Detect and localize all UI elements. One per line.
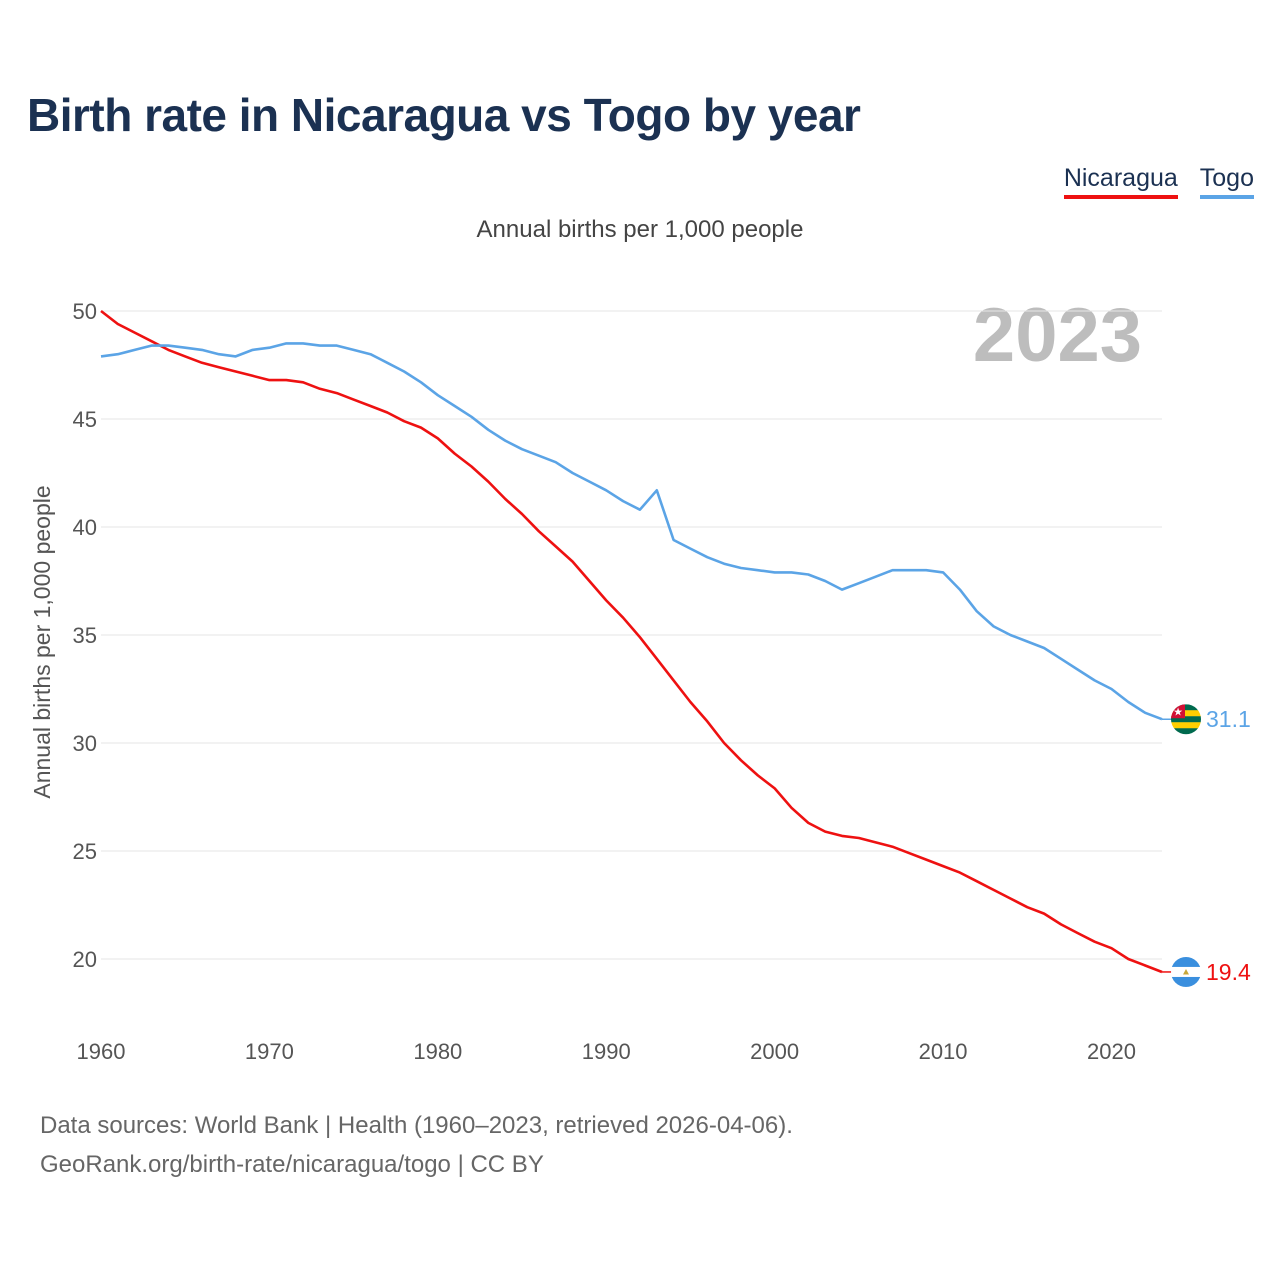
flag-stripe: [1171, 716, 1201, 723]
flag-stripe: [1171, 722, 1201, 729]
series-line-nicaragua: [100, 309, 1163, 974]
source-line-2: GeoRank.org/birth-rate/nicaragua/togo | …: [40, 1151, 544, 1178]
source-line-1: Data sources: World Bank | Health (1960–…: [40, 1112, 793, 1139]
chart-title: Birth rate in Nicaragua vs Togo by year: [27, 89, 861, 141]
end-value-label-togo: 31.1: [1206, 706, 1251, 732]
flag-stripe: [1171, 710, 1201, 717]
flag-stripe: [1171, 704, 1201, 711]
x-tick-label-2000: 2000: [750, 1039, 799, 1064]
flag-stripe-bottom: [1171, 976, 1201, 987]
chart-subtitle: Annual births per 1,000 people: [476, 216, 804, 243]
x-tick-label-2010: 2010: [919, 1039, 968, 1064]
grid-lines: [101, 310, 1162, 960]
y-tick-label-50: 50: [73, 299, 97, 324]
y-axis-label: Annual births per 1,000 people: [29, 485, 55, 798]
x-axis-ticks: 1960 1970 1980 1990 2000 2010 2020: [77, 1039, 1136, 1064]
y-tick-label-30: 30: [73, 731, 97, 756]
y-tick-label-35: 35: [73, 623, 97, 648]
y-tick-label-40: 40: [73, 515, 97, 540]
series-lines: [100, 309, 1163, 974]
flag-stripe: [1171, 728, 1201, 735]
legend-item-nicaragua[interactable]: Nicaragua: [1063, 164, 1178, 199]
x-tick-label-1960: 1960: [77, 1039, 126, 1064]
end-value-label-nicaragua: 19.4: [1206, 959, 1251, 985]
source-note: Data sources: World Bank | Health (1960–…: [40, 1106, 793, 1184]
x-tick-label-1990: 1990: [582, 1039, 631, 1064]
series-end-markers: 19.4 ★ 31.1: [1162, 704, 1251, 987]
flag-icon-togo: ★: [1171, 704, 1201, 735]
y-tick-label-25: 25: [73, 839, 97, 864]
flag-star-icon: ★: [1173, 707, 1183, 719]
legend: Nicaragua Togo: [1063, 164, 1254, 199]
flag-body: [1171, 956, 1201, 987]
y-tick-label-45: 45: [73, 407, 97, 432]
flag-emblem-icon: [1183, 968, 1189, 975]
x-tick-label-1970: 1970: [245, 1039, 294, 1064]
series-line-togo: [100, 342, 1163, 721]
y-tick-label-20: 20: [73, 947, 97, 972]
year-watermark: 2023: [972, 293, 1142, 378]
x-tick-label-2020: 2020: [1087, 1039, 1136, 1064]
flag-body: ★: [1171, 704, 1201, 735]
legend-item-togo[interactable]: Togo: [1199, 164, 1254, 199]
flag-icon-nicaragua: [1171, 956, 1201, 987]
x-tick-label-1980: 1980: [413, 1039, 462, 1064]
flag-stripe-top: [1171, 956, 1201, 967]
y-axis-ticks: 20 25 30 35 40 45 50: [73, 299, 97, 972]
